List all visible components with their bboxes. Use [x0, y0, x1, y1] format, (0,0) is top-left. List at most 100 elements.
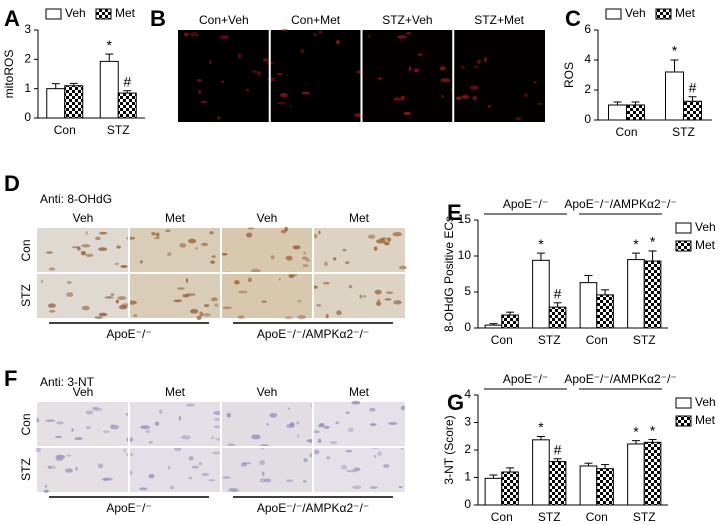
micrograph-texture [186, 403, 195, 407]
micrograph-texture [85, 253, 94, 257]
significance-marker: * [650, 234, 656, 250]
micrograph-texture [234, 280, 240, 285]
bar [532, 439, 550, 506]
micrograph-texture [398, 265, 408, 270]
micrograph-texture [230, 488, 240, 493]
bar [501, 471, 519, 506]
micrograph-texture [121, 303, 130, 307]
micrograph-texture [173, 299, 182, 303]
micrograph-texture [55, 454, 66, 459]
micrograph-texture [382, 464, 390, 468]
micrograph-texture [139, 260, 143, 264]
micrograph-texture [94, 316, 103, 319]
micrograph-texture [267, 77, 276, 82]
x-tick-label: STZ [672, 125, 695, 139]
micrograph-texture [116, 245, 121, 249]
micrograph-texture [377, 77, 383, 80]
column-label: STZ+Met [474, 13, 524, 27]
micrograph-texture [285, 255, 293, 261]
micrograph [453, 30, 545, 122]
group-label: ApoE⁻/⁻ [106, 327, 151, 341]
bar [484, 324, 503, 329]
micrograph [37, 228, 129, 273]
significance-marker: * [633, 236, 639, 252]
micrograph-texture [123, 448, 127, 453]
micrograph-texture [400, 95, 406, 101]
micrograph-texture [297, 300, 302, 303]
micrograph-texture [460, 95, 470, 99]
y-tick-label: 4 [464, 387, 471, 401]
significance-marker: * [633, 423, 639, 439]
micrograph-texture [180, 435, 191, 440]
micrograph-texture [114, 262, 119, 266]
micrograph-texture [284, 316, 293, 320]
column-label: Met [165, 385, 186, 399]
x-tick-label: STZ [538, 510, 561, 524]
micrograph-texture [98, 312, 108, 317]
micrograph-texture [95, 236, 101, 241]
micrograph-texture [387, 421, 398, 426]
legend-label: Met [675, 6, 696, 20]
micrograph-texture [398, 485, 403, 489]
bar [596, 468, 614, 506]
micrograph-texture [300, 49, 305, 54]
micrograph-texture [97, 463, 104, 469]
bar [579, 465, 598, 506]
micrograph-texture [210, 260, 216, 264]
micrograph [313, 228, 405, 273]
micrograph-texture [285, 479, 294, 483]
bar [484, 477, 503, 506]
micrograph-texture [439, 66, 446, 71]
row-label: Con [19, 413, 33, 435]
micrograph-texture [202, 313, 211, 317]
micrograph-texture [353, 467, 361, 472]
significance-marker: * [538, 419, 544, 435]
micrograph-texture [56, 421, 64, 425]
micrograph-texture [523, 93, 528, 97]
group-label: ApoE⁻/⁻ [503, 197, 548, 211]
micrograph [221, 447, 313, 492]
legend-label: Veh [695, 395, 716, 409]
bar [683, 100, 702, 121]
x-tick-label: Con [491, 510, 513, 524]
x-tick-label: STZ [633, 510, 656, 524]
micrograph-texture [66, 280, 72, 285]
bar [627, 443, 645, 506]
micrograph-texture [262, 58, 269, 62]
micrograph-texture [139, 487, 148, 491]
y-tick-label: 0 [464, 497, 471, 511]
micrograph-texture [118, 304, 128, 310]
column-label: Veh [73, 211, 94, 225]
micrograph-texture [369, 486, 378, 489]
micrograph-texture [148, 474, 155, 479]
micrograph-texture [316, 304, 322, 307]
legend-swatch [45, 8, 62, 20]
micrograph-texture [325, 313, 329, 319]
micrograph-texture [252, 70, 258, 73]
micrograph-texture [351, 400, 361, 405]
micrograph-texture [303, 480, 307, 483]
bar [548, 306, 567, 329]
micrograph-texture [178, 415, 181, 421]
micrograph-texture [47, 303, 56, 308]
micrograph-texture [376, 239, 386, 244]
micrograph-texture [323, 425, 330, 429]
micrograph-texture [208, 479, 215, 482]
panel-letter: A [4, 6, 20, 31]
bar [608, 104, 627, 121]
micrograph-texture [362, 295, 367, 298]
x-tick-label: Con [54, 123, 76, 137]
micrograph-texture [397, 35, 407, 39]
micrograph-texture [345, 411, 351, 414]
micrograph-texture [165, 229, 171, 233]
micrograph-texture [276, 101, 286, 105]
y-tick-label: 1 [464, 470, 471, 484]
group-label: ApoE⁻/⁻ [503, 372, 548, 386]
micrograph-texture [222, 306, 232, 310]
legend-swatch [655, 8, 672, 20]
micrograph-texture [303, 458, 308, 463]
x-tick-label: Con [615, 125, 637, 139]
micrograph-texture [266, 423, 270, 426]
micrograph-texture [240, 462, 247, 467]
